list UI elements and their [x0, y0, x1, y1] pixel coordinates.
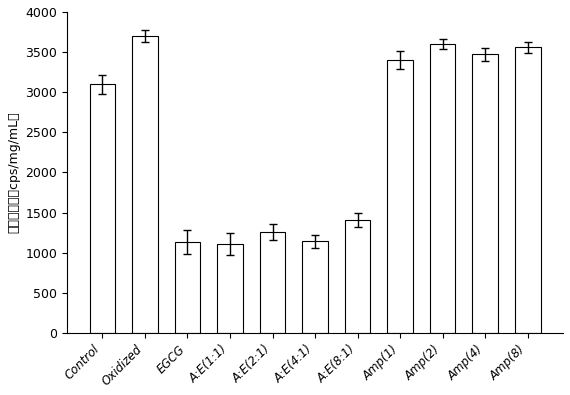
Bar [345, 220, 370, 333]
Bar [217, 244, 243, 333]
Bar [175, 242, 200, 333]
Bar [388, 60, 413, 333]
Bar [260, 232, 286, 333]
Bar [302, 241, 328, 333]
Bar [515, 47, 540, 333]
Bar [430, 44, 455, 333]
Bar [473, 55, 498, 333]
Bar [89, 84, 115, 333]
Y-axis label: 表面疏水性（cps/mg/mL）: 表面疏水性（cps/mg/mL） [7, 112, 20, 233]
Bar [132, 36, 158, 333]
